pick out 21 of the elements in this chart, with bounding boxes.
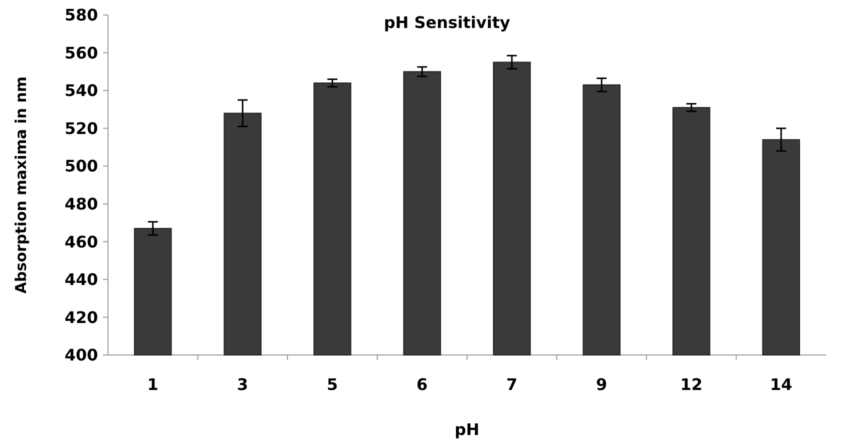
x-tick-label: 9 [596,375,608,394]
x-tick-label: 1 [147,375,158,394]
x-tick-label: 12 [680,375,703,394]
y-tick-label: 460 [64,232,98,252]
y-tick-label: 440 [64,270,98,290]
x-tick-label: 7 [506,375,518,394]
y-axis-title: Absorption maxima in nm [12,76,30,294]
y-tick-label: 400 [64,346,98,365]
x-tick-label: 6 [416,375,428,394]
y-tick-label: 500 [64,156,98,176]
y-tick-label: 560 [64,43,98,62]
x-tick-label: 5 [326,375,338,394]
x-axis-title: pH [454,420,480,439]
y-tick-label: 420 [64,308,98,327]
x-tick-label: 3 [237,375,248,394]
y-tick-label: 540 [64,81,98,100]
chart-title: pH Sensitivity [384,13,511,32]
y-tick-label: 480 [64,194,98,214]
y-tick-label: 520 [64,118,98,138]
y-tick-label: 580 [64,6,98,25]
x-tick-label: 14 [770,375,792,394]
